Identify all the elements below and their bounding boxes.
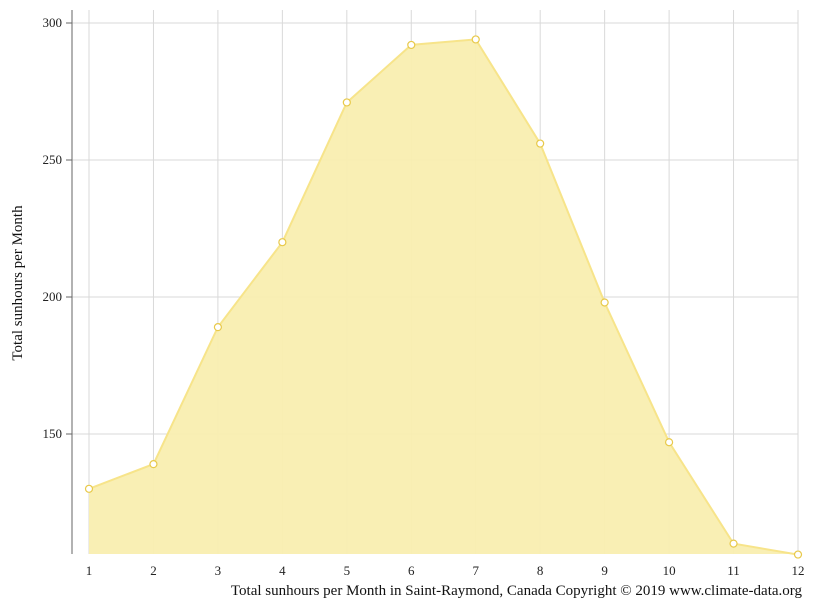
- xtick-label-2: 2: [150, 563, 157, 578]
- sunhours-line: [88, 38, 799, 556]
- xtick-label-3: 3: [215, 563, 222, 578]
- xtick-label-4: 4: [279, 563, 286, 578]
- chart-caption: Total sunhours per Month in Saint-Raymon…: [230, 583, 802, 599]
- sunhours-area: [89, 39, 798, 555]
- data-point-12: [793, 550, 803, 559]
- data-point-9: [600, 298, 609, 307]
- xtick-label-6: 6: [408, 563, 415, 578]
- xtick-label-9: 9: [601, 563, 608, 578]
- data-point-1: [84, 484, 94, 493]
- data-point-5: [342, 98, 351, 107]
- data-point-6: [407, 40, 416, 50]
- data-point-3: [213, 323, 223, 332]
- ytick-label-150: 150: [43, 426, 63, 441]
- y-axis-ticks: 150 200 250 300: [43, 15, 72, 441]
- xtick-label-7: 7: [472, 563, 479, 578]
- xtick-label-12: 12: [792, 563, 805, 578]
- ytick-label-250: 250: [43, 152, 63, 167]
- data-point-8: [536, 139, 545, 148]
- xtick-label-5: 5: [344, 563, 351, 578]
- y-axis-title: Total sunhours per Month: [10, 205, 26, 361]
- xtick-label-10: 10: [663, 563, 676, 578]
- data-points: [84, 35, 803, 559]
- data-point-10: [664, 438, 674, 447]
- xtick-label-11: 11: [727, 563, 740, 578]
- xtick-label-8: 8: [537, 563, 544, 578]
- data-point-2: [149, 460, 158, 469]
- data-point-4: [278, 238, 287, 247]
- ytick-label-200: 200: [43, 289, 63, 304]
- data-point-7: [471, 35, 480, 44]
- x-axis-ticks: 1 2 3 4 5 6 7 8 9 10 11 12: [86, 563, 805, 578]
- data-point-11: [729, 539, 738, 548]
- xtick-label-1: 1: [86, 563, 93, 578]
- ytick-label-300: 300: [43, 15, 63, 30]
